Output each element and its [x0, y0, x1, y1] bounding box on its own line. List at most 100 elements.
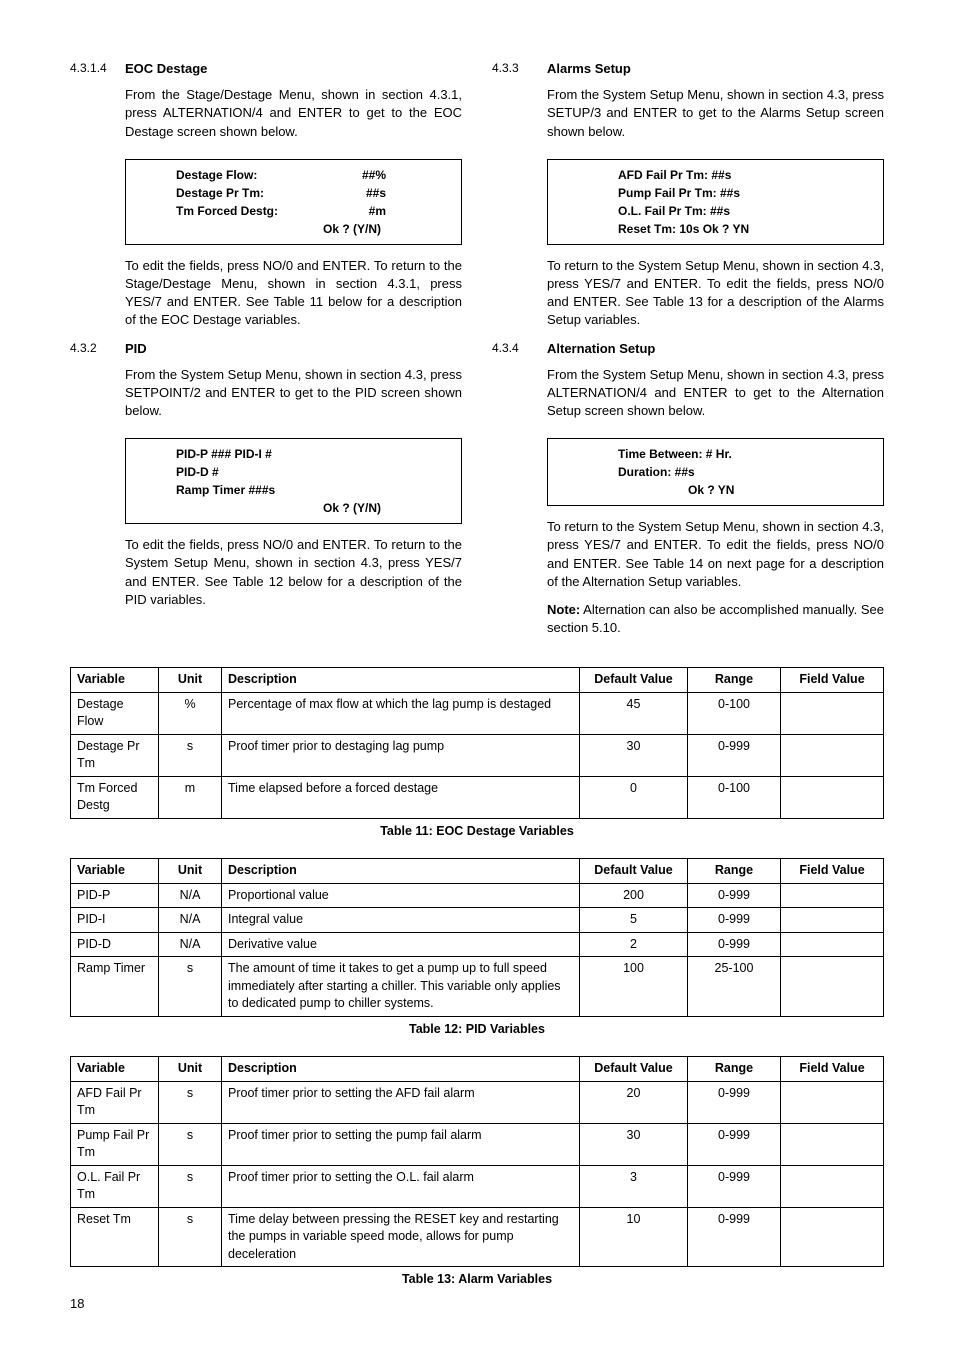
paragraph: To edit the fields, press NO/0 and ENTER… [125, 536, 462, 609]
table-row: Destage Pr TmsProof timer prior to desta… [71, 734, 884, 776]
section-body: EOC Destage From the Stage/Destage Menu,… [125, 60, 462, 151]
col-default: Default Value [580, 1057, 688, 1082]
paragraph: From the System Setup Menu, shown in sec… [125, 366, 462, 421]
paragraph: To return to the System Setup Menu, show… [547, 257, 884, 330]
cell-variable: Pump Fail Pr Tm [71, 1123, 159, 1165]
cell-description: Proof timer prior to setting the AFD fai… [222, 1081, 580, 1123]
cell-variable: Destage Flow [71, 692, 159, 734]
cell-field [781, 908, 884, 933]
paragraph: From the Stage/Destage Menu, shown in se… [125, 86, 462, 141]
col-default: Default Value [580, 859, 688, 884]
cell-range: 0-100 [688, 776, 781, 818]
screen-ok-prompt: Ok ? YN [618, 481, 873, 499]
cell-description: Time elapsed before a forced destage [222, 776, 580, 818]
cell-range: 0-999 [688, 1207, 781, 1267]
col-description: Description [222, 1057, 580, 1082]
col-range: Range [688, 859, 781, 884]
section-alternation-setup: 4.3.4 Alternation Setup From the System … [492, 340, 884, 431]
cell-range: 0-999 [688, 1123, 781, 1165]
cell-variable: O.L. Fail Pr Tm [71, 1165, 159, 1207]
section-body: PID From the System Setup Menu, shown in… [125, 340, 462, 431]
cell-description: Proof timer prior to setting the pump fa… [222, 1123, 580, 1165]
screen-line: PID-D # [176, 463, 451, 481]
table-row: Tm Forced DestgmTime elapsed before a fo… [71, 776, 884, 818]
right-column: 4.3.3 Alarms Setup From the System Setup… [492, 60, 884, 647]
cell-default: 200 [580, 883, 688, 908]
cell-range: 0-999 [688, 1081, 781, 1123]
section-number: 4.3.2 [70, 340, 125, 431]
table-row: PID-IN/AIntegral value50-999 [71, 908, 884, 933]
screen-value: ##% [326, 166, 386, 184]
section-title: PID [125, 340, 462, 358]
cell-default: 45 [580, 692, 688, 734]
table-12-caption: Table 12: PID Variables [70, 1021, 884, 1039]
screen-pid: PID-P ### PID-I # PID-D # Ramp Timer ###… [125, 438, 462, 524]
cell-field [781, 1207, 884, 1267]
cell-unit: N/A [159, 908, 222, 933]
cell-default: 0 [580, 776, 688, 818]
cell-field [781, 1123, 884, 1165]
cell-unit: s [159, 1165, 222, 1207]
table-row: O.L. Fail Pr TmsProof timer prior to set… [71, 1165, 884, 1207]
table-12-body: PID-PN/AProportional value2000-999PID-IN… [71, 883, 884, 1016]
table-row: PID-PN/AProportional value2000-999 [71, 883, 884, 908]
cell-range: 0-999 [688, 932, 781, 957]
cell-variable: PID-D [71, 932, 159, 957]
screen-line: Reset Tm: 10s Ok ? YN [618, 220, 873, 238]
cell-unit: s [159, 1081, 222, 1123]
cell-default: 20 [580, 1081, 688, 1123]
cell-variable: Destage Pr Tm [71, 734, 159, 776]
cell-unit: s [159, 1207, 222, 1267]
cell-range: 0-100 [688, 692, 781, 734]
cell-range: 0-999 [688, 734, 781, 776]
screen-line: AFD Fail Pr Tm: ##s [618, 166, 873, 184]
paragraph: To return to the System Setup Menu, show… [547, 518, 884, 591]
cell-range: 0-999 [688, 1165, 781, 1207]
cell-default: 10 [580, 1207, 688, 1267]
col-description: Description [222, 668, 580, 693]
cell-field [781, 957, 884, 1017]
table-row: Ramp TimersThe amount of time it takes t… [71, 957, 884, 1017]
screen-label: Destage Flow: [176, 166, 326, 184]
cell-unit: m [159, 776, 222, 818]
section-title: Alarms Setup [547, 60, 884, 78]
table-header-row: Variable Unit Description Default Value … [71, 668, 884, 693]
table-11-body: Destage Flow%Percentage of max flow at w… [71, 692, 884, 818]
cell-unit: N/A [159, 932, 222, 957]
two-column-layout: 4.3.1.4 EOC Destage From the Stage/Desta… [70, 60, 884, 647]
cell-variable: PID-I [71, 908, 159, 933]
paragraph: From the System Setup Menu, shown in sec… [547, 86, 884, 141]
note-text: Alternation can also be accomplished man… [547, 602, 884, 635]
col-variable: Variable [71, 668, 159, 693]
screen-alarms: AFD Fail Pr Tm: ##s Pump Fail Pr Tm: ##s… [547, 159, 884, 245]
cell-field [781, 1165, 884, 1207]
cell-description: Derivative value [222, 932, 580, 957]
cell-default: 100 [580, 957, 688, 1017]
note-paragraph: Note: Alternation can also be accomplish… [547, 601, 884, 637]
cell-default: 30 [580, 734, 688, 776]
cell-field [781, 883, 884, 908]
paragraph: To edit the fields, press NO/0 and ENTER… [125, 257, 462, 330]
table-13-caption: Table 13: Alarm Variables [70, 1271, 884, 1289]
table-13-body: AFD Fail Pr TmsProof timer prior to sett… [71, 1081, 884, 1267]
page-number: 18 [70, 1295, 884, 1313]
table-13: Variable Unit Description Default Value … [70, 1056, 884, 1267]
screen-line: O.L. Fail Pr Tm: ##s [618, 202, 873, 220]
section-number: 4.3.1.4 [70, 60, 125, 151]
section-body: Alarms Setup From the System Setup Menu,… [547, 60, 884, 151]
cell-field [781, 692, 884, 734]
cell-default: 30 [580, 1123, 688, 1165]
table-row: Destage Flow%Percentage of max flow at w… [71, 692, 884, 734]
table-11-caption: Table 11: EOC Destage Variables [70, 823, 884, 841]
screen-label: Tm Forced Destg: [176, 202, 326, 220]
paragraph: From the System Setup Menu, shown in sec… [547, 366, 884, 421]
cell-field [781, 734, 884, 776]
table-11: Variable Unit Description Default Value … [70, 667, 884, 819]
cell-description: The amount of time it takes to get a pum… [222, 957, 580, 1017]
col-range: Range [688, 1057, 781, 1082]
screen-value: ##s [326, 184, 386, 202]
cell-variable: Reset Tm [71, 1207, 159, 1267]
col-unit: Unit [159, 668, 222, 693]
section-number: 4.3.3 [492, 60, 547, 151]
cell-description: Proportional value [222, 883, 580, 908]
